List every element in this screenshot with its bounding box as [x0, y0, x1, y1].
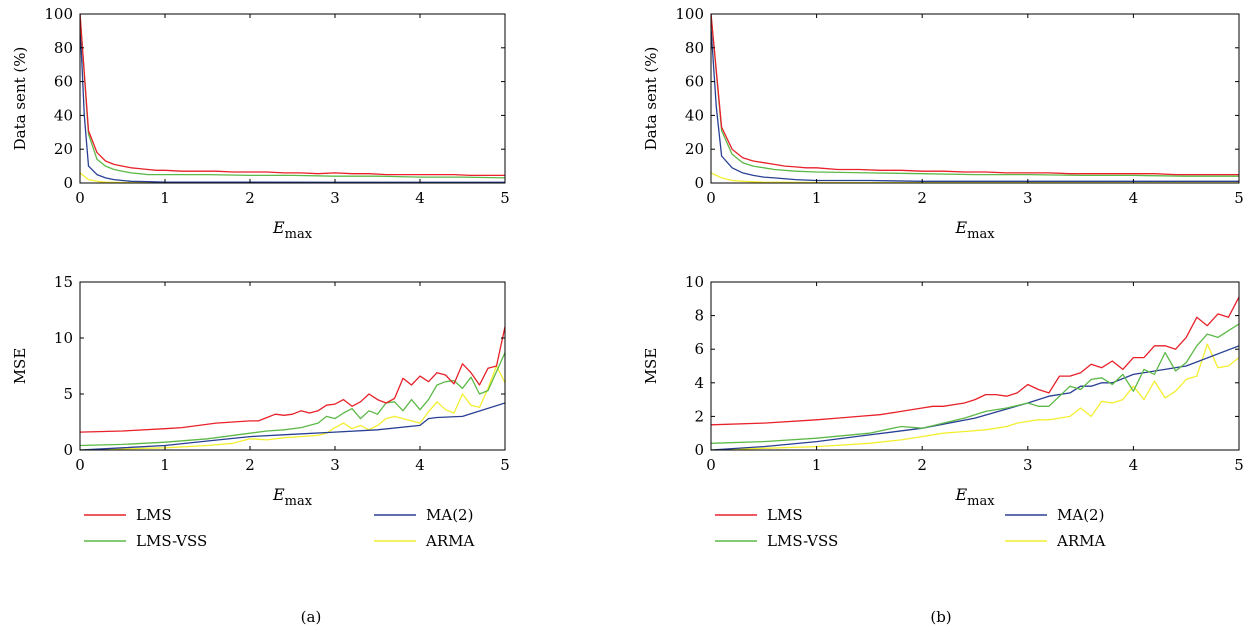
series-line-lms-vss [711, 14, 1239, 176]
series-line-lms-vss [80, 14, 505, 178]
x-tick-label: 4 [1129, 456, 1139, 474]
x-tick-label: 5 [500, 189, 510, 207]
plot-frame [80, 282, 505, 450]
caption-b: (b) [930, 608, 951, 626]
legend-b: LMS MA(2) LMS-VSS ARMA [715, 506, 1105, 550]
x-tick-label: 0 [75, 456, 85, 474]
y-tick-label: 10 [685, 273, 704, 291]
legend-a: LMS MA(2) LMS-VSS ARMA [84, 506, 474, 550]
x-tick-label: 2 [245, 189, 255, 207]
y-tick-label: 40 [54, 106, 73, 124]
x-tick-label: 1 [160, 189, 170, 207]
y-axis-label: Data sent (%) [11, 47, 29, 151]
x-tick-label: 1 [812, 189, 822, 207]
y-tick-label: 8 [694, 307, 704, 325]
x-axis-label: Emax [272, 485, 313, 509]
x-tick-label: 3 [330, 456, 340, 474]
y-tick-label: 6 [694, 340, 704, 358]
x-tick-label: 1 [160, 456, 170, 474]
y-tick-label: 60 [685, 73, 704, 91]
y-axis-label: MSE [642, 348, 660, 385]
y-axis-label: MSE [11, 348, 29, 385]
y-tick-label: 5 [63, 385, 73, 403]
legend-label-lms-vss: LMS-VSS [136, 532, 207, 550]
x-axis-label: Emax [272, 218, 313, 242]
legend-label-arma: ARMA [425, 532, 474, 550]
series-line-arma [711, 344, 1239, 450]
plot-frame [80, 14, 505, 183]
series-line-ma-2 [80, 23, 505, 183]
y-tick-label: 20 [54, 140, 73, 158]
y-tick-label: 20 [685, 140, 704, 158]
series-line-lms [711, 14, 1239, 175]
y-axis-label: Data sent (%) [642, 47, 660, 151]
y-tick-label: 0 [63, 174, 73, 192]
x-tick-label: 1 [812, 456, 822, 474]
series-line-lms-vss [80, 353, 505, 446]
chart-1: 0 1 2 3 4 5 0 20 40 60 80 100 Emax Data sent (%) [11, 5, 510, 242]
series-line-lms-vss [711, 324, 1239, 443]
legend-label-ma-2: MA(2) [1057, 506, 1104, 524]
y-tick-label: 0 [63, 441, 73, 459]
y-tick-label: 15 [54, 273, 73, 291]
plot-frame [711, 282, 1239, 450]
y-tick-label: 2 [694, 407, 704, 425]
x-tick-label: 5 [500, 456, 510, 474]
x-tick-label: 3 [330, 189, 340, 207]
y-tick-label: 0 [694, 441, 704, 459]
series-line-lms [80, 14, 505, 175]
y-tick-label: 40 [685, 106, 704, 124]
x-tick-label: 2 [917, 456, 927, 474]
x-tick-label: 0 [706, 456, 716, 474]
chart-3: 0 1 2 3 4 5 0 5 10 15 Emax MSE [11, 273, 510, 509]
x-tick-label: 2 [245, 456, 255, 474]
legend-label-ma-2: MA(2) [426, 506, 473, 524]
x-tick-label: 5 [1234, 189, 1244, 207]
series-line-ma-2 [711, 28, 1239, 182]
x-tick-label: 0 [75, 189, 85, 207]
x-tick-label: 4 [415, 456, 425, 474]
y-tick-label: 100 [44, 5, 73, 23]
y-tick-label: 80 [685, 39, 704, 57]
x-tick-label: 0 [706, 189, 716, 207]
y-tick-label: 80 [54, 39, 73, 57]
series-line-ma-2 [711, 346, 1239, 450]
x-tick-label: 2 [917, 189, 927, 207]
caption-a: (a) [301, 608, 322, 626]
series-line-arma [80, 366, 505, 450]
legend-label-lms: LMS [136, 506, 172, 524]
series-line-lms [80, 327, 505, 432]
plot-frame [711, 14, 1239, 183]
y-tick-label: 10 [54, 329, 73, 347]
x-tick-label: 4 [1129, 189, 1139, 207]
chart-4: 0 1 2 3 4 5 0 2 4 6 8 10 Emax MSE [642, 273, 1244, 509]
y-tick-label: 100 [675, 5, 704, 23]
series-line-lms [711, 297, 1239, 425]
x-tick-label: 5 [1234, 456, 1244, 474]
x-axis-label: Emax [954, 218, 995, 242]
y-tick-label: 60 [54, 73, 73, 91]
legend-label-lms-vss: LMS-VSS [767, 532, 838, 550]
x-tick-label: 3 [1023, 189, 1033, 207]
y-tick-label: 4 [694, 374, 704, 392]
y-tick-label: 0 [694, 174, 704, 192]
chart-2: 0 1 2 3 4 5 0 20 40 60 80 100 Emax Data sent (%) [642, 5, 1244, 242]
x-tick-label: 3 [1023, 456, 1033, 474]
legend-label-arma: ARMA [1056, 532, 1105, 550]
legend-label-lms: LMS [767, 506, 803, 524]
x-tick-label: 4 [415, 189, 425, 207]
x-axis-label: Emax [954, 485, 995, 509]
